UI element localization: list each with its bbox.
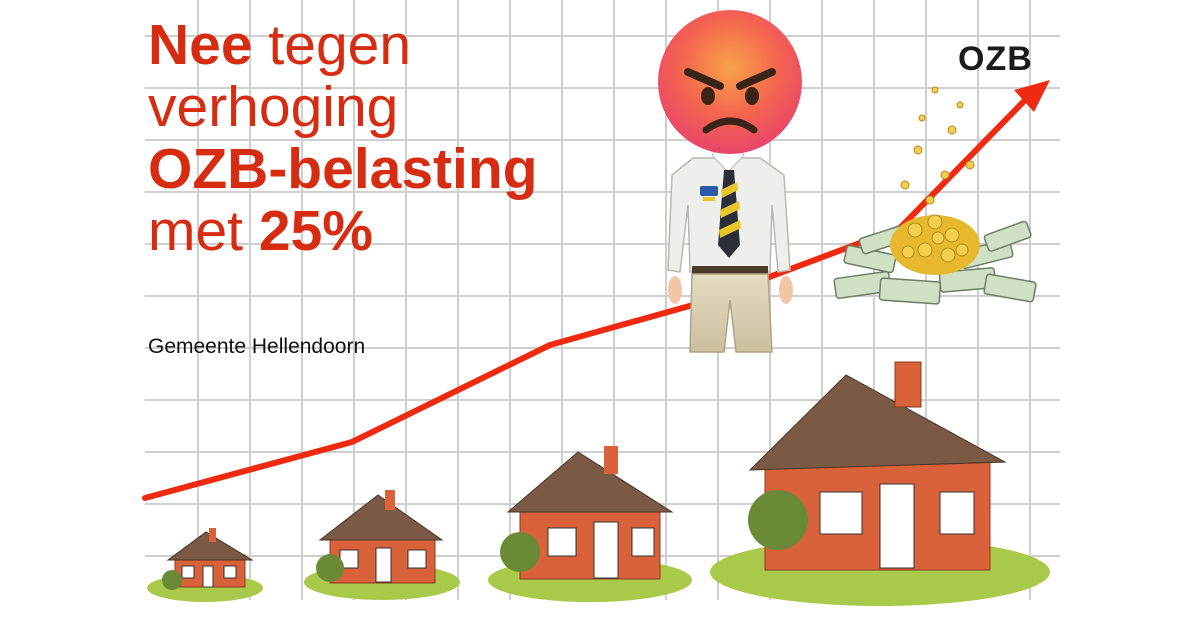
headline: Nee tegen verhoging OZB-belasting met 25… — [148, 14, 538, 262]
rising-arrow — [142, 80, 1050, 501]
headline-line-3: OZB-belasting — [148, 138, 538, 200]
headline-line-1: Nee tegen — [148, 14, 538, 76]
house-icon — [488, 446, 692, 602]
headline-tegen: tegen — [268, 13, 412, 77]
headline-line-4: met 25% — [148, 200, 538, 262]
headline-line-2: verhoging — [148, 75, 399, 139]
angry-face-icon — [658, 10, 802, 154]
house-icon — [304, 490, 460, 600]
arrow-label: OZB — [958, 40, 1033, 78]
money-pile-icon — [833, 86, 1037, 305]
municipality-subtitle: Gemeente Hellendoorn — [148, 335, 366, 358]
headline-ozb-belasting: OZB-belasting — [148, 137, 538, 201]
house-icon — [710, 361, 1050, 606]
house-icon — [147, 528, 263, 602]
headline-nee: Nee — [148, 13, 253, 77]
headline-met: met — [148, 199, 244, 263]
man-figure — [667, 149, 793, 353]
headline-percentage: 25% — [258, 199, 373, 263]
